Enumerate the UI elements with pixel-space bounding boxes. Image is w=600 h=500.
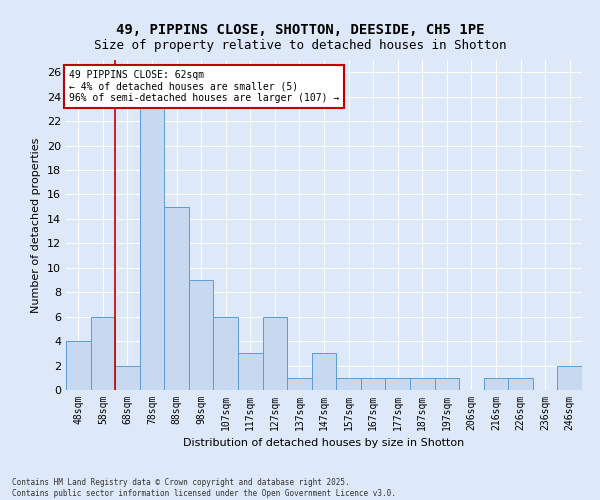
Bar	[91, 316, 115, 390]
Bar	[410, 378, 434, 390]
Bar	[385, 378, 410, 390]
Text: 49, PIPPINS CLOSE, SHOTTON, DEESIDE, CH5 1PE: 49, PIPPINS CLOSE, SHOTTON, DEESIDE, CH5…	[116, 22, 484, 36]
Bar	[434, 378, 459, 390]
Bar	[312, 354, 336, 390]
Bar	[263, 316, 287, 390]
Bar	[484, 378, 508, 390]
Bar	[66, 341, 91, 390]
Bar	[238, 354, 263, 390]
Text: Contains HM Land Registry data © Crown copyright and database right 2025.
Contai: Contains HM Land Registry data © Crown c…	[12, 478, 396, 498]
Bar	[214, 316, 238, 390]
Bar	[557, 366, 582, 390]
Bar	[189, 280, 214, 390]
Text: 49 PIPPINS CLOSE: 62sqm
← 4% of detached houses are smaller (5)
96% of semi-deta: 49 PIPPINS CLOSE: 62sqm ← 4% of detached…	[68, 70, 339, 103]
Text: Size of property relative to detached houses in Shotton: Size of property relative to detached ho…	[94, 39, 506, 52]
X-axis label: Distribution of detached houses by size in Shotton: Distribution of detached houses by size …	[184, 438, 464, 448]
Bar	[336, 378, 361, 390]
Bar	[361, 378, 385, 390]
Bar	[287, 378, 312, 390]
Bar	[140, 84, 164, 390]
Bar	[508, 378, 533, 390]
Bar	[164, 206, 189, 390]
Bar	[115, 366, 140, 390]
Y-axis label: Number of detached properties: Number of detached properties	[31, 138, 41, 312]
